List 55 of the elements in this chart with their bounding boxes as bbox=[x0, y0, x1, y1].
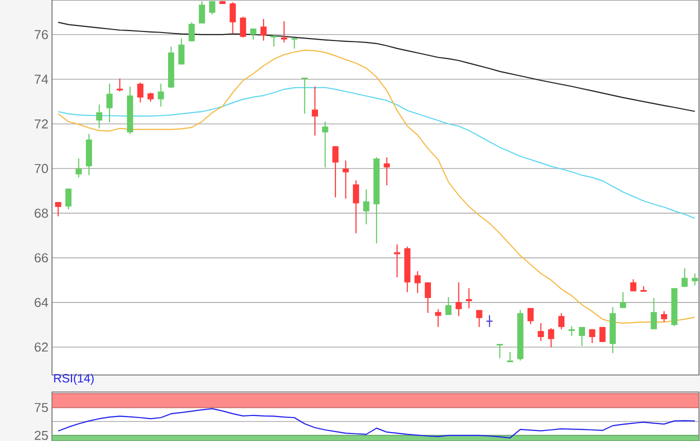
candlestick bbox=[65, 188, 72, 210]
y-tick-label: 72 bbox=[34, 119, 48, 128]
y-tick-label: 68 bbox=[34, 208, 48, 218]
candlestick bbox=[322, 121, 328, 168]
y-tick-label: 74 bbox=[34, 74, 48, 84]
candlestick bbox=[178, 38, 184, 66]
candlestick bbox=[137, 82, 144, 104]
candlestick bbox=[466, 288, 472, 309]
candlestick bbox=[96, 104, 102, 129]
candlestick bbox=[250, 28, 256, 40]
candlestick bbox=[661, 310, 668, 323]
candlestick bbox=[332, 146, 339, 198]
candlestick bbox=[589, 328, 596, 344]
candlestick bbox=[424, 282, 431, 314]
candlestick bbox=[620, 292, 626, 309]
candlestick bbox=[538, 322, 544, 342]
candlestick bbox=[548, 328, 554, 348]
candlestick bbox=[281, 20, 288, 43]
candlestick bbox=[55, 201, 62, 217]
y-tick-label: 64 bbox=[34, 298, 48, 308]
candlestick bbox=[682, 268, 688, 288]
candlestick bbox=[558, 312, 564, 330]
chart-title: RSI(14) bbox=[54, 374, 94, 385]
candlestick bbox=[230, 2, 236, 34]
candlestick bbox=[240, 16, 246, 38]
candlestick bbox=[414, 270, 421, 294]
candlestick bbox=[352, 180, 360, 234]
y-tick-label: 76 bbox=[34, 30, 48, 40]
candlestick bbox=[445, 296, 452, 316]
candlestick bbox=[650, 297, 657, 330]
candlestick bbox=[578, 326, 586, 347]
candlestick bbox=[630, 278, 636, 292]
y-tick-label: 25 bbox=[34, 430, 48, 440]
y-tick-label: 75 bbox=[34, 403, 48, 412]
candlestick bbox=[198, 0, 206, 24]
candlestick bbox=[363, 188, 370, 225]
candlestick bbox=[527, 307, 534, 325]
candlestick bbox=[260, 18, 267, 42]
candlestick bbox=[188, 22, 195, 42]
y-tick-label: 62 bbox=[34, 342, 48, 352]
candlestick bbox=[599, 326, 606, 343]
candlestick bbox=[106, 83, 113, 123]
y-tick-label: 66 bbox=[34, 253, 48, 262]
candlestick bbox=[456, 282, 462, 317]
candlestick bbox=[158, 83, 164, 108]
candlestick bbox=[394, 244, 400, 278]
candlestick bbox=[342, 160, 349, 200]
candlestick bbox=[384, 156, 390, 186]
candlestick bbox=[435, 308, 442, 328]
candlestick bbox=[312, 86, 318, 136]
candlestick bbox=[76, 158, 82, 178]
candlestick bbox=[486, 314, 494, 328]
candlestick bbox=[476, 309, 482, 328]
y-tick-label: 70 bbox=[34, 164, 48, 174]
candlestick bbox=[209, 0, 216, 16]
